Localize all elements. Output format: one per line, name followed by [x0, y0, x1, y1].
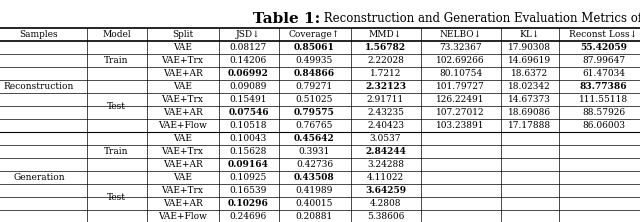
Text: 0.07546: 0.07546	[228, 108, 269, 117]
Text: Train: Train	[104, 56, 129, 65]
Text: Reconstruction: Reconstruction	[4, 82, 74, 91]
Text: VAE: VAE	[173, 134, 192, 143]
Text: 86.06003: 86.06003	[582, 121, 625, 130]
Text: 61.47034: 61.47034	[582, 69, 625, 78]
Text: Train: Train	[104, 147, 129, 156]
Text: 4.11022: 4.11022	[367, 173, 404, 182]
Text: 0.20881: 0.20881	[296, 212, 333, 221]
Text: 0.41989: 0.41989	[296, 186, 333, 195]
Text: VAE+Trx: VAE+Trx	[161, 186, 204, 195]
Text: 0.79575: 0.79575	[294, 108, 335, 117]
Text: 0.84866: 0.84866	[294, 69, 335, 78]
Text: 126.22491: 126.22491	[436, 95, 484, 104]
Text: 3.24288: 3.24288	[367, 160, 404, 169]
Text: 2.22028: 2.22028	[367, 56, 404, 65]
Text: 0.76765: 0.76765	[296, 121, 333, 130]
Text: Samples: Samples	[20, 30, 58, 39]
Text: 0.10043: 0.10043	[230, 134, 267, 143]
Text: Split: Split	[172, 30, 193, 39]
Text: 0.08127: 0.08127	[230, 43, 267, 52]
Text: 88.57926: 88.57926	[582, 108, 625, 117]
Text: 0.09164: 0.09164	[228, 160, 269, 169]
Text: 0.09089: 0.09089	[230, 82, 267, 91]
Text: 0.40015: 0.40015	[296, 199, 333, 208]
Text: 3.0537: 3.0537	[370, 134, 401, 143]
Text: KL↓: KL↓	[519, 30, 540, 39]
Text: VAE+Trx: VAE+Trx	[161, 56, 204, 65]
Text: 103.23891: 103.23891	[436, 121, 484, 130]
Text: Test: Test	[107, 101, 126, 111]
Text: 0.15491: 0.15491	[230, 95, 268, 104]
Text: Table 1:: Table 1:	[253, 12, 320, 26]
Text: 14.69619: 14.69619	[508, 56, 551, 65]
Text: 18.6372: 18.6372	[511, 69, 548, 78]
Text: 73.32367: 73.32367	[439, 43, 482, 52]
Text: VAE+AR: VAE+AR	[163, 160, 202, 169]
Text: 0.43508: 0.43508	[294, 173, 335, 182]
Text: 107.27012: 107.27012	[436, 108, 485, 117]
Text: VAE+Flow: VAE+Flow	[158, 121, 207, 130]
Text: VAE+Flow: VAE+Flow	[158, 212, 207, 221]
Text: 0.16539: 0.16539	[230, 186, 267, 195]
Text: 18.69086: 18.69086	[508, 108, 551, 117]
Text: 5.38606: 5.38606	[367, 212, 404, 221]
Text: 83.77386: 83.77386	[580, 82, 627, 91]
Text: VAE+Trx: VAE+Trx	[161, 95, 204, 104]
Text: VAE+Trx: VAE+Trx	[161, 147, 204, 156]
Text: 0.10925: 0.10925	[230, 173, 267, 182]
Text: Coverage↑: Coverage↑	[289, 30, 340, 39]
Text: 0.42736: 0.42736	[296, 160, 333, 169]
Text: 4.2808: 4.2808	[370, 199, 401, 208]
Text: VAE+AR: VAE+AR	[163, 199, 202, 208]
Text: 0.3931: 0.3931	[299, 147, 330, 156]
Text: MMD↓: MMD↓	[369, 30, 402, 39]
Text: 0.85061: 0.85061	[294, 43, 335, 52]
Text: 18.02342: 18.02342	[508, 82, 551, 91]
Text: Model: Model	[102, 30, 131, 39]
Text: 2.91711: 2.91711	[367, 95, 404, 104]
Text: 2.32123: 2.32123	[365, 82, 406, 91]
Text: 102.69266: 102.69266	[436, 56, 485, 65]
Text: Reconstruction and Generation Evaluation Metrics of Chair: Reconstruction and Generation Evaluation…	[320, 12, 640, 25]
Text: 0.45642: 0.45642	[294, 134, 335, 143]
Text: 2.40423: 2.40423	[367, 121, 404, 130]
Text: 0.14206: 0.14206	[230, 56, 267, 65]
Text: 101.79727: 101.79727	[436, 82, 485, 91]
Text: 80.10754: 80.10754	[439, 69, 482, 78]
Text: 0.24696: 0.24696	[230, 212, 267, 221]
Text: 0.06992: 0.06992	[228, 69, 269, 78]
Text: 14.67373: 14.67373	[508, 95, 551, 104]
Text: JSD↓: JSD↓	[236, 30, 261, 39]
Text: Generation: Generation	[13, 173, 65, 182]
Text: 1.56782: 1.56782	[365, 43, 406, 52]
Text: 17.17888: 17.17888	[508, 121, 551, 130]
Text: 0.10518: 0.10518	[230, 121, 268, 130]
Text: Reconst Loss↓: Reconst Loss↓	[570, 30, 637, 39]
Text: 0.49935: 0.49935	[296, 56, 333, 65]
Text: 3.64259: 3.64259	[365, 186, 406, 195]
Text: 2.43235: 2.43235	[367, 108, 404, 117]
Text: Test: Test	[107, 192, 126, 202]
Text: 111.55118: 111.55118	[579, 95, 628, 104]
Text: VAE+AR: VAE+AR	[163, 69, 202, 78]
Text: 0.79271: 0.79271	[296, 82, 333, 91]
Text: 0.15628: 0.15628	[230, 147, 267, 156]
Text: 1.7212: 1.7212	[370, 69, 401, 78]
Text: VAE+AR: VAE+AR	[163, 108, 202, 117]
Text: 87.99647: 87.99647	[582, 56, 625, 65]
Text: VAE: VAE	[173, 173, 192, 182]
Text: 0.51025: 0.51025	[296, 95, 333, 104]
Text: 0.10296: 0.10296	[228, 199, 269, 208]
Text: 17.90308: 17.90308	[508, 43, 551, 52]
Text: VAE: VAE	[173, 82, 192, 91]
Text: VAE: VAE	[173, 43, 192, 52]
Text: 55.42059: 55.42059	[580, 43, 627, 52]
Text: 2.84244: 2.84244	[365, 147, 406, 156]
Text: NELBO↓: NELBO↓	[440, 30, 481, 39]
